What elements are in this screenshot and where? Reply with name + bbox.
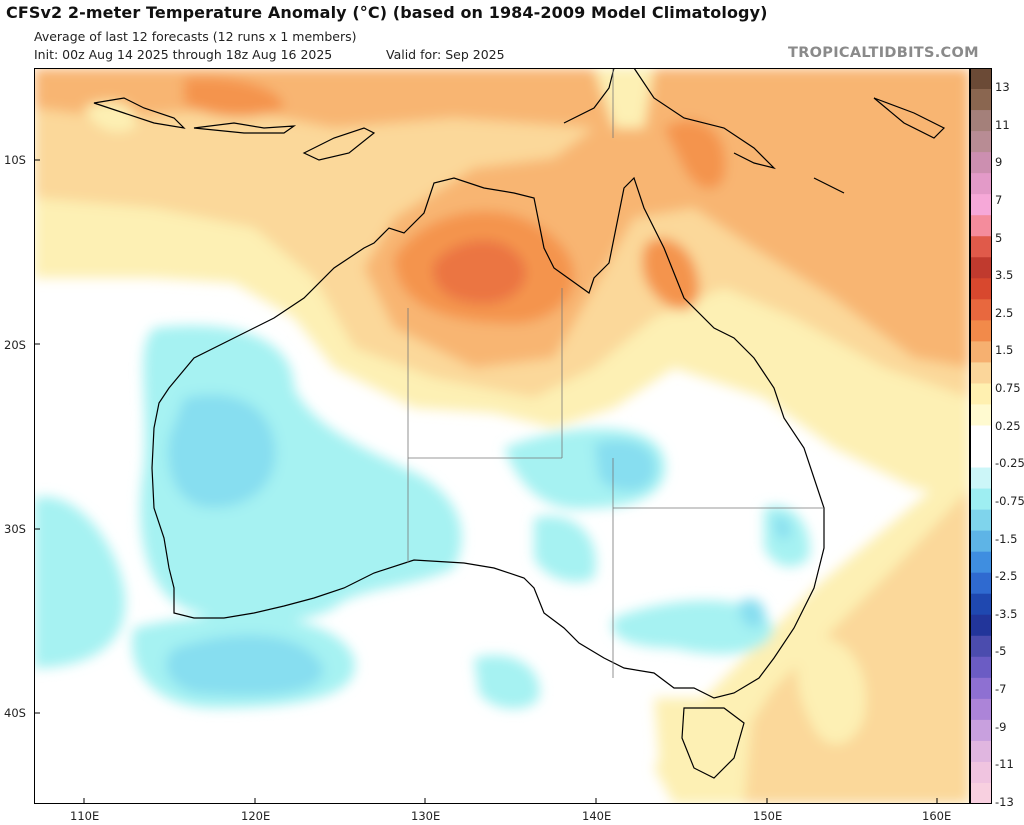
map-title: CFSv2 2-meter Temperature Anomaly (°C) (… <box>6 3 768 22</box>
lat-label-10s: 10S <box>4 153 26 167</box>
colorbar-label: 1.5 <box>995 343 1014 358</box>
colorbar-label: -0.75 <box>995 493 1024 508</box>
colorbar-swatch <box>970 173 992 195</box>
colorbar-swatch <box>970 488 992 511</box>
colorbar-swatch <box>970 698 992 721</box>
colorbar-label: -5 <box>995 644 1007 659</box>
colorbar-swatch <box>970 68 992 90</box>
coastlines <box>93 68 946 779</box>
lat-label-40s: 40S <box>4 706 26 720</box>
colorbar-label: -1.5 <box>995 531 1018 546</box>
colorbar-swatch <box>970 152 992 174</box>
colorbar-swatch <box>970 530 992 553</box>
valid-time: Valid for: Sep 2025 <box>386 47 505 62</box>
colorbar-swatch <box>970 761 992 784</box>
lat-label-20s: 20S <box>4 338 26 352</box>
colorbar-label: -3.5 <box>995 606 1018 621</box>
lon-label-120e: 120E <box>241 809 271 823</box>
colorbar-swatch <box>970 677 992 700</box>
colorbar-swatch <box>970 467 992 490</box>
init-time: Init: 00z Aug 14 2025 through 18z Aug 16… <box>34 47 333 62</box>
colorbar-label: 13 <box>995 80 1010 94</box>
colorbar-swatch <box>970 740 992 763</box>
colorbar-swatch <box>970 215 992 237</box>
colorbar-swatch <box>970 320 992 342</box>
colorbar-swatch <box>970 572 992 595</box>
colorbar-swatch <box>970 299 992 321</box>
colorbar-label: -2.5 <box>995 569 1018 584</box>
colorbar-label: 3.5 <box>995 268 1014 283</box>
colorbar-swatch <box>970 509 992 532</box>
colorbar-swatch <box>970 614 992 637</box>
lon-label-150e: 150E <box>753 809 783 823</box>
lon-label-110e: 110E <box>70 809 100 823</box>
colorbar-swatch <box>970 194 992 216</box>
state-borders <box>407 68 824 678</box>
colorbar-label: 0.75 <box>995 381 1021 396</box>
colorbar-label: -9 <box>995 719 1007 734</box>
map-subtitle: Average of last 12 forecasts (12 runs x … <box>34 29 357 44</box>
colorbar-swatch <box>970 593 992 616</box>
colorbar-label: 0.25 <box>995 418 1021 433</box>
colorbar-label: 5 <box>995 230 1003 245</box>
colorbar-label: -11 <box>995 757 1014 772</box>
colorbar-label: 7 <box>995 192 1003 207</box>
colorbar-swatch <box>970 236 992 258</box>
colorbar-swatch <box>970 362 992 384</box>
anomaly-field <box>34 68 970 804</box>
colorbar-swatch <box>970 131 992 153</box>
lon-label-130e: 130E <box>411 809 441 823</box>
colorbar-label: -13 <box>995 795 1014 809</box>
colorbar-swatch <box>970 719 992 742</box>
lon-label-160e: 160E <box>922 809 952 823</box>
colorbar-label: 11 <box>995 117 1010 132</box>
colorbar-swatch <box>970 782 992 804</box>
colorbar-swatch <box>970 257 992 279</box>
colorbar-swatch <box>970 110 992 132</box>
anomaly-map <box>34 68 970 804</box>
colorbar-swatch <box>970 656 992 679</box>
colorbar-swatch <box>970 446 992 469</box>
colorbar-label: 9 <box>995 155 1003 170</box>
lat-label-30s: 30S <box>4 522 26 536</box>
colorbar-swatch <box>970 425 992 448</box>
colorbar-swatch <box>970 635 992 658</box>
colorbar <box>970 68 992 804</box>
brand-watermark: TROPICALTIDBITS.COM <box>788 45 979 61</box>
map-frame <box>34 68 970 804</box>
colorbar-label: -0.25 <box>995 456 1024 471</box>
colorbar-frame <box>970 68 992 804</box>
lon-label-140e: 140E <box>582 809 612 823</box>
colorbar-swatch <box>970 383 992 405</box>
colorbar-swatch <box>970 404 992 426</box>
colorbar-swatch <box>970 341 992 363</box>
colorbar-swatch <box>970 551 992 574</box>
colorbar-swatch <box>970 89 992 111</box>
colorbar-label: -7 <box>995 682 1007 697</box>
colorbar-label: 2.5 <box>995 305 1014 320</box>
colorbar-swatch <box>970 278 992 300</box>
